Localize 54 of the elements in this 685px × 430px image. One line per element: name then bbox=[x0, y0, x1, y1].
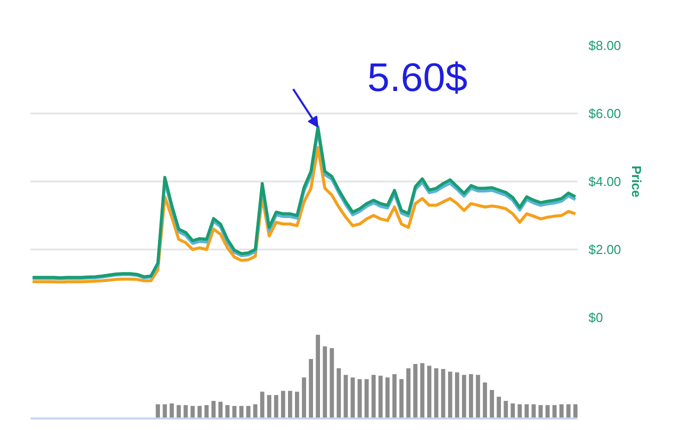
annotation: 5.60$ bbox=[367, 56, 468, 100]
bar bbox=[427, 366, 432, 418]
bar bbox=[504, 400, 508, 418]
y-tick-label: $8.00 bbox=[588, 38, 622, 53]
bar bbox=[364, 379, 369, 418]
bar bbox=[253, 404, 258, 418]
bar bbox=[267, 395, 272, 418]
bar bbox=[162, 404, 167, 418]
bar bbox=[218, 402, 223, 418]
bar bbox=[496, 396, 501, 418]
bar bbox=[288, 390, 292, 418]
bar bbox=[518, 404, 522, 418]
bar bbox=[170, 403, 174, 418]
bar bbox=[399, 379, 404, 418]
bar bbox=[211, 400, 216, 418]
bar bbox=[476, 374, 480, 418]
bar bbox=[510, 403, 515, 418]
bar bbox=[330, 348, 334, 418]
bar bbox=[344, 374, 348, 418]
bar bbox=[413, 364, 418, 418]
bar bbox=[246, 406, 250, 418]
y-tick-label: $2.00 bbox=[588, 242, 622, 257]
bar bbox=[448, 372, 452, 418]
bar bbox=[358, 379, 362, 418]
bar bbox=[350, 377, 355, 418]
bar bbox=[316, 334, 320, 418]
bar bbox=[385, 377, 390, 418]
bar bbox=[260, 392, 264, 418]
bar bbox=[420, 363, 424, 418]
y-tick-label: $0 bbox=[588, 310, 603, 325]
bar bbox=[281, 390, 286, 418]
bar bbox=[468, 374, 474, 418]
bar bbox=[406, 368, 410, 418]
bar bbox=[441, 369, 446, 418]
bar bbox=[372, 374, 376, 418]
bar bbox=[462, 374, 466, 418]
bar bbox=[308, 358, 314, 418]
bar bbox=[322, 346, 327, 418]
bar bbox=[490, 390, 494, 418]
bar bbox=[294, 392, 300, 418]
bar bbox=[184, 405, 188, 418]
bar bbox=[274, 395, 278, 418]
y-tick-label: $4.00 bbox=[588, 174, 622, 189]
y-axis-title: Price bbox=[629, 166, 644, 198]
bar bbox=[455, 372, 460, 418]
bar bbox=[336, 368, 341, 418]
bar bbox=[176, 405, 181, 418]
bar bbox=[434, 368, 438, 418]
bar bbox=[482, 382, 488, 418]
bar bbox=[302, 377, 306, 418]
bar bbox=[524, 404, 529, 418]
bar bbox=[392, 374, 397, 418]
bar bbox=[378, 376, 383, 418]
y-tick-label: $6.00 bbox=[588, 106, 622, 121]
